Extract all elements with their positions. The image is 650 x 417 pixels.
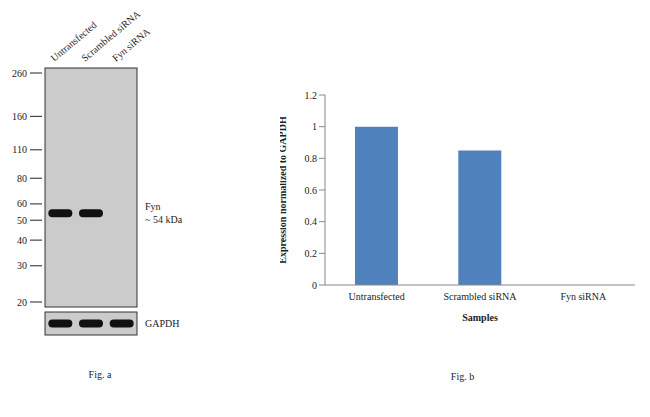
svg-text:Fyn: Fyn	[145, 201, 161, 212]
svg-text:Untransfected: Untransfected	[349, 291, 405, 302]
svg-text:Scrambled siRNA: Scrambled siRNA	[443, 291, 517, 302]
svg-text:0.2: 0.2	[305, 248, 318, 259]
svg-text:30: 30	[17, 260, 27, 271]
svg-text:260: 260	[12, 68, 27, 79]
svg-text:0.4: 0.4	[305, 216, 318, 227]
svg-text:GAPDH: GAPDH	[145, 318, 179, 329]
svg-text:Fyn siRNA: Fyn siRNA	[110, 25, 153, 63]
svg-text:50: 50	[17, 215, 27, 226]
svg-text:Fig. a: Fig. a	[89, 369, 112, 380]
svg-text:Scrambled siRNA: Scrambled siRNA	[79, 8, 143, 64]
svg-text:1: 1	[312, 121, 317, 132]
svg-text:Fyn siRNA: Fyn siRNA	[560, 291, 607, 302]
svg-text:0.6: 0.6	[305, 185, 318, 196]
svg-text:60: 60	[17, 198, 27, 209]
svg-text:80: 80	[17, 173, 27, 184]
svg-text:Untransfected: Untransfected	[48, 19, 99, 64]
svg-text:0.8: 0.8	[305, 153, 318, 164]
html-text:Fig. b: Fig. b	[450, 371, 475, 382]
svg-text:Samples: Samples	[462, 312, 498, 323]
svg-text:160: 160	[12, 111, 27, 122]
svg-text:20: 20	[17, 297, 27, 308]
svg-text:1.2: 1.2	[305, 90, 318, 101]
svg-text:0: 0	[312, 280, 317, 291]
svg-text:40: 40	[17, 235, 27, 246]
svg-text:Expression normalized to GAPDH: Expression normalized to GAPDH	[280, 116, 288, 264]
svg-text:110: 110	[12, 144, 27, 155]
svg-text:~ 54 kDa: ~ 54 kDa	[145, 214, 183, 225]
